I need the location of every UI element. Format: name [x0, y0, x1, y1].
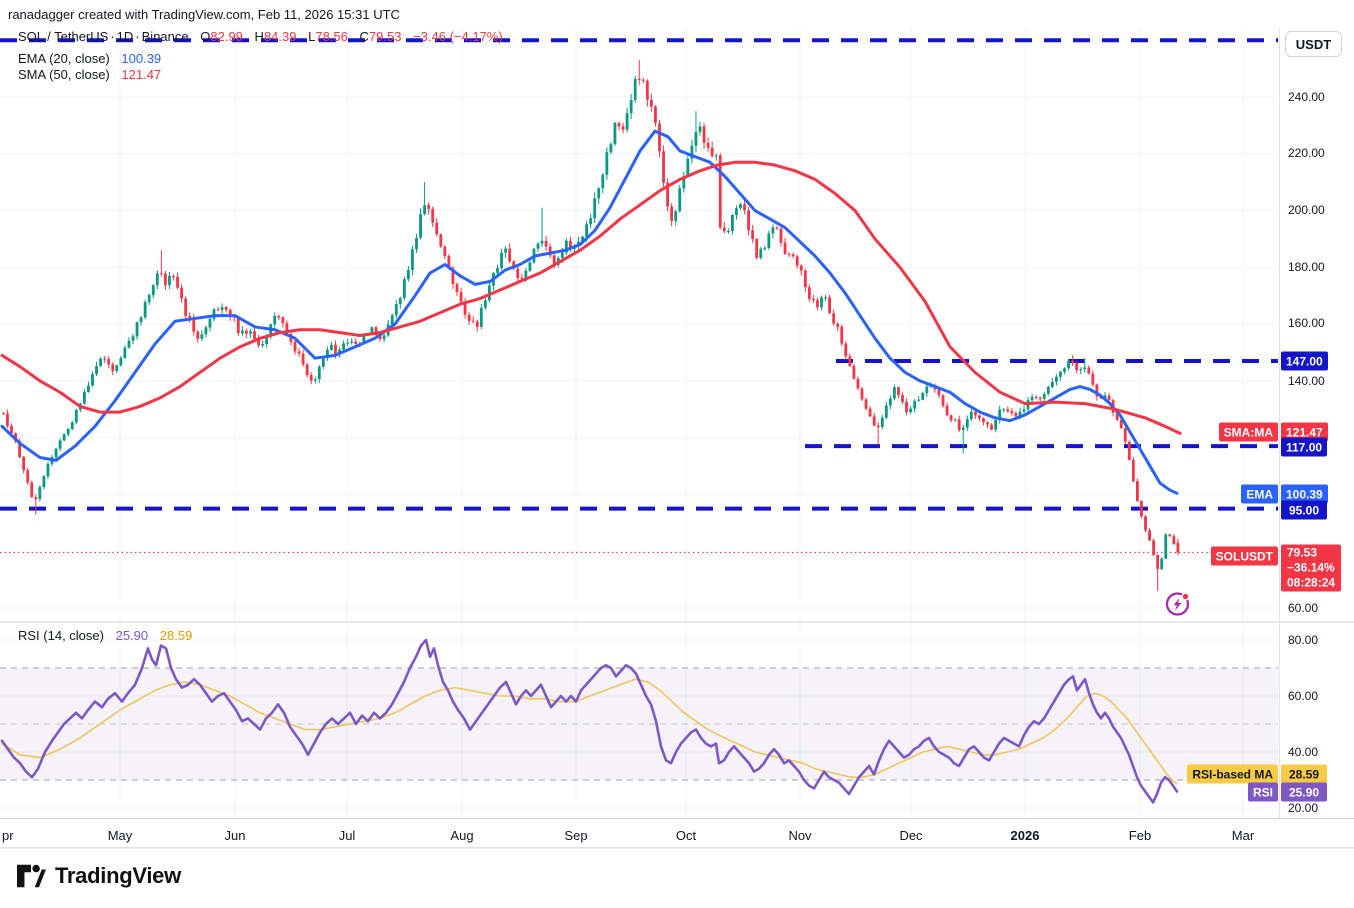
time-axis-label: 2026 — [1010, 828, 1040, 843]
rsi-value-badge: 25.90 — [1281, 782, 1327, 802]
high-value: 84.39 — [263, 29, 297, 44]
rsi-label-badge: RSI — [1247, 782, 1278, 802]
time-axis-label: May — [107, 828, 133, 843]
price-tick-label: 160.00 — [1288, 316, 1325, 330]
rsi-ma-value: 28.59 — [159, 628, 193, 643]
change-value: −3.46 (−4.17%) — [413, 29, 503, 44]
price-tick-label: 140.00 — [1288, 374, 1325, 388]
ema-value: 100.39 — [121, 51, 162, 66]
sma-label[interactable]: SMA (50, close) — [18, 67, 110, 82]
level-95-badge: 95.00 — [1281, 500, 1327, 520]
sma-value: 121.47 — [121, 67, 162, 82]
currency-toggle-button[interactable]: USDT — [1285, 31, 1342, 57]
sma-legend-row[interactable]: SMA (50, close) 121.47 — [18, 67, 161, 82]
rsi-ma-value-badge: 28.59 — [1281, 764, 1327, 784]
level-147-badge: 147.00 — [1281, 351, 1328, 371]
price-tick-label: 60.00 — [1288, 689, 1319, 703]
time-axis[interactable]: pr May Jun Jul Aug Sep Oct Nov Dec 2026 Feb Mar — [0, 818, 1354, 848]
flash-events-icon[interactable] — [1164, 590, 1192, 618]
brand-name: TradingView — [55, 863, 181, 888]
watermark-text: ranadagger created with TradingView.com,… — [8, 7, 400, 22]
time-axis-label: Jul — [338, 828, 356, 843]
price-tick-label: 240.00 — [1288, 90, 1325, 104]
price-tick-label: 20.00 — [1288, 801, 1319, 815]
ema-legend-row[interactable]: EMA (20, close) 100.39 — [18, 51, 161, 66]
exchange-label: Binance — [141, 29, 189, 44]
level-117-badge: 117.00 — [1281, 437, 1328, 457]
time-axis-label: Oct — [675, 828, 697, 843]
last-price-badge: 79.53 −36.14% 08:28:24 — [1281, 544, 1342, 592]
ema-value-badge: 100.39 — [1281, 484, 1328, 504]
time-axis-label: Mar — [1231, 828, 1255, 843]
time-axis-label: pr — [2, 828, 14, 843]
rsi-ma-label-badge: RSI-based MA — [1187, 764, 1278, 784]
low-value: 78.56 — [315, 29, 348, 44]
time-axis-label: Dec — [899, 828, 923, 843]
price-tick-label: 220.00 — [1288, 146, 1325, 160]
rsi-value: 25.90 — [115, 628, 149, 643]
time-axis-label: Sep — [564, 828, 588, 843]
interval-label[interactable]: 1D — [116, 29, 134, 44]
price-tick-label: 200.00 — [1288, 203, 1325, 217]
price-tick-label: 80.00 — [1288, 633, 1319, 647]
time-axis-label: Aug — [450, 828, 474, 843]
rsi-legend-row[interactable]: RSI (14, close) 25.90 28.59 — [18, 628, 192, 643]
tradingview-logo-link[interactable]: TradingView — [16, 862, 181, 890]
rsi-label[interactable]: RSI (14, close) — [18, 628, 104, 643]
symbol-title[interactable]: SOL / TetherUS — [18, 29, 109, 44]
tradingview-logo-icon — [17, 864, 46, 888]
sma-value-badge: 121.47 — [1281, 422, 1328, 442]
ema-label-badge: EMA — [1241, 484, 1278, 504]
price-axis[interactable] — [1279, 28, 1354, 848]
close-value: 79.53 — [368, 29, 402, 44]
ema-label[interactable]: EMA (20, close) — [18, 51, 110, 66]
symbol-label-badge: SOLUSDT — [1210, 546, 1278, 566]
price-tick-label: 180.00 — [1288, 260, 1325, 274]
time-axis-label: Jun — [224, 828, 246, 843]
time-axis-label: Feb — [1128, 828, 1152, 843]
symbol-legend-row[interactable]: SOL / TetherUS · 1D · Binance O82.99 H84.39 … — [18, 29, 503, 44]
sma-label-badge: SMA:MA — [1218, 422, 1278, 442]
price-tick-label: 60.00 — [1288, 601, 1319, 615]
open-value: 82.99 — [210, 29, 243, 44]
time-axis-label: Nov — [788, 828, 812, 843]
price-tick-label: 40.00 — [1288, 745, 1319, 759]
